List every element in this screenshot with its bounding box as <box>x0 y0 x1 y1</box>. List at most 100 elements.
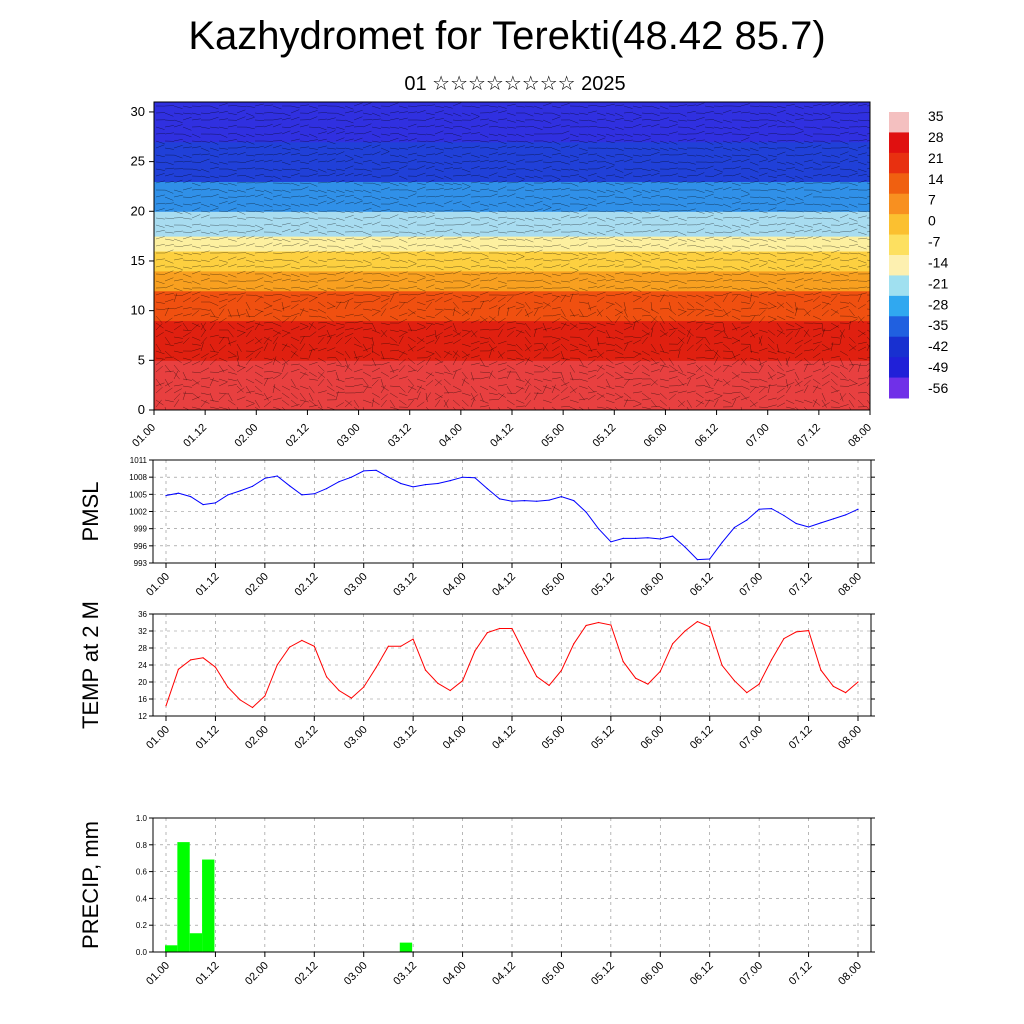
wind-barb <box>758 172 768 177</box>
wind-barb <box>434 378 442 386</box>
wind-barb <box>155 322 164 329</box>
wind-barb <box>551 252 561 256</box>
wind-barb <box>362 294 373 296</box>
wind-barb <box>200 153 210 156</box>
wind-barb <box>614 168 624 173</box>
wind-barb <box>317 250 327 254</box>
wind-barb <box>695 147 705 150</box>
wind-barb <box>776 394 785 401</box>
data-point <box>857 681 859 683</box>
wind-barb <box>398 259 408 263</box>
wind-barb <box>803 363 809 373</box>
wind-barb <box>326 334 336 338</box>
wind-barb <box>425 350 435 355</box>
wind-barb <box>344 297 354 303</box>
wind-barb <box>182 112 192 115</box>
wind-barb <box>254 228 264 233</box>
wind-barb <box>263 361 273 366</box>
wind-barb <box>758 280 768 285</box>
wind-barb <box>857 252 867 257</box>
wind-barb <box>425 244 435 247</box>
wind-barb <box>794 339 804 345</box>
wind-barb <box>722 392 733 394</box>
wind-barb <box>245 270 255 275</box>
wind-barb <box>263 236 273 240</box>
wind-barb <box>452 307 456 317</box>
wind-barb <box>722 216 733 219</box>
wind-barb <box>416 277 426 282</box>
wind-barb <box>605 161 615 166</box>
wind-barb <box>722 196 732 199</box>
wind-barb <box>290 217 301 220</box>
wind-barb <box>497 118 507 121</box>
wind-barb <box>731 371 740 378</box>
x-tick-label: 05.12 <box>589 571 617 599</box>
wind-barb <box>551 105 561 109</box>
wind-barb <box>335 350 345 356</box>
wind-barb <box>704 357 715 360</box>
wind-barb <box>785 104 795 107</box>
wind-barb <box>722 235 732 240</box>
wind-barb <box>731 339 741 345</box>
wind-barb <box>758 316 766 324</box>
wind-barb <box>569 139 580 142</box>
wind-barb <box>605 329 611 339</box>
wind-barb <box>605 202 615 205</box>
wind-barb <box>839 203 849 208</box>
wind-barb <box>407 378 415 386</box>
wind-barb <box>659 308 670 310</box>
wind-barb <box>677 329 686 336</box>
wind-barb <box>677 180 687 184</box>
wind-barb <box>812 203 822 206</box>
wind-barb <box>614 264 624 268</box>
wind-barb <box>488 189 498 193</box>
wind-barb <box>839 245 849 248</box>
wind-barb <box>794 284 804 289</box>
wind-barb <box>596 406 606 409</box>
wind-barb <box>542 280 552 285</box>
wind-barb <box>542 399 552 403</box>
wind-barb <box>452 406 457 410</box>
wind-barb <box>353 161 363 165</box>
wind-barb <box>623 147 633 150</box>
wind-barb <box>497 152 507 156</box>
wind-barb <box>560 154 570 158</box>
wind-barb <box>254 284 264 289</box>
wind-barb <box>785 385 792 394</box>
wind-barb <box>434 273 445 275</box>
wind-barb <box>200 168 210 173</box>
wind-barb <box>857 152 867 156</box>
wind-barb <box>407 105 418 107</box>
wind-barb <box>524 345 533 352</box>
wind-barb <box>209 105 219 110</box>
wind-barb <box>308 331 317 338</box>
wind-barb <box>407 210 417 213</box>
wind-barb <box>272 252 283 254</box>
wind-barb <box>830 119 840 124</box>
wind-barb <box>740 224 750 228</box>
wind-barb <box>659 315 665 324</box>
wind-barb <box>425 124 435 128</box>
wind-barb <box>335 277 345 282</box>
wind-barb <box>173 189 183 193</box>
wind-barb <box>614 112 624 117</box>
wind-barb <box>452 201 462 205</box>
wind-barb <box>236 161 247 163</box>
wind-barb <box>344 357 349 367</box>
wind-barb <box>344 245 354 249</box>
data-point <box>560 669 563 672</box>
wind-barb <box>317 287 327 292</box>
wind-barb <box>560 175 570 178</box>
wind-barb <box>380 147 390 152</box>
colorbar-swatch <box>889 132 909 154</box>
wind-barb <box>209 377 214 387</box>
wind-barb <box>434 310 443 317</box>
wind-barb <box>767 350 777 354</box>
wind-barb <box>587 280 597 285</box>
wind-barb <box>299 400 307 408</box>
wind-barb <box>173 154 183 159</box>
wind-barb <box>515 371 521 380</box>
data-point <box>375 666 377 669</box>
wind-barb <box>371 140 381 143</box>
wind-barb <box>686 259 696 262</box>
